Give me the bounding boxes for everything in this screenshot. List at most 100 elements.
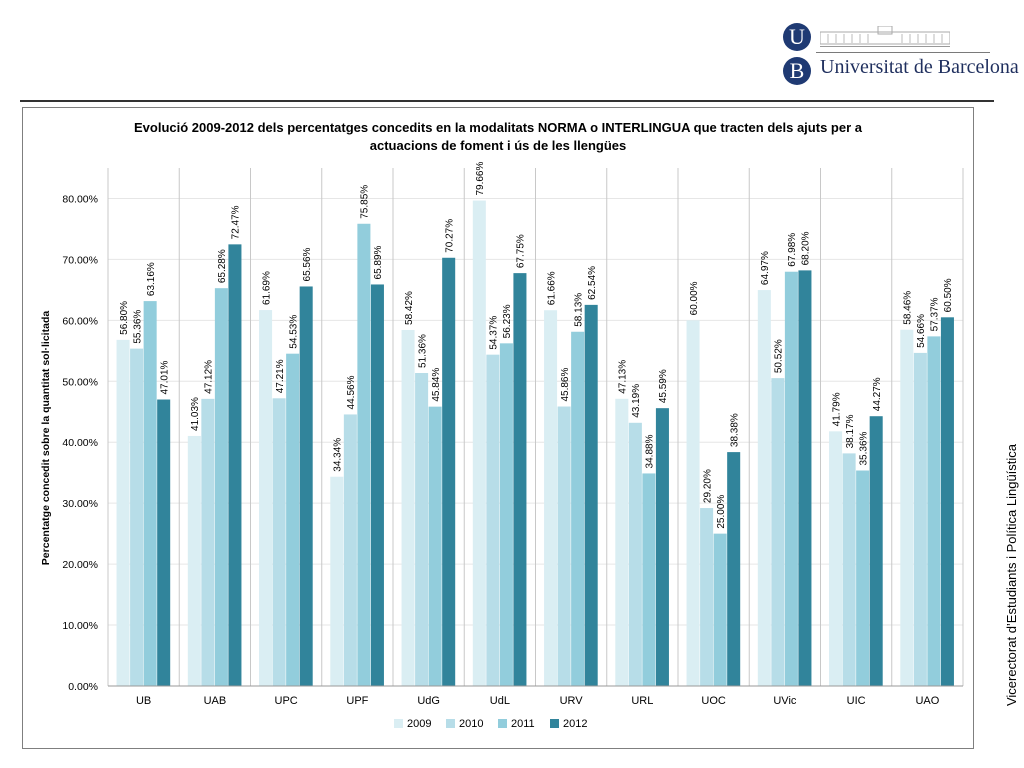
y-tick-label: 40.00% — [62, 437, 98, 449]
x-tick-label: UIC — [847, 695, 866, 707]
logo-divider — [816, 52, 990, 53]
bar — [299, 286, 313, 686]
data-label: 58.46% — [903, 291, 914, 325]
university-name: Universitat de Barcelona — [820, 56, 1019, 78]
bar — [428, 406, 442, 686]
bar — [370, 284, 384, 686]
data-label: 58.42% — [404, 291, 415, 325]
bar — [330, 476, 344, 686]
data-label: 61.69% — [261, 271, 272, 305]
bar — [415, 373, 429, 686]
logo-building-graphic — [819, 25, 951, 47]
data-label: 60.00% — [689, 281, 700, 315]
x-tick-label: UB — [136, 695, 151, 707]
data-label: 65.56% — [302, 247, 313, 281]
data-label: 54.37% — [489, 316, 500, 350]
bar — [757, 290, 771, 686]
bar — [442, 257, 456, 686]
data-label: 35.36% — [858, 431, 869, 465]
y-tick-label: 60.00% — [62, 315, 98, 327]
data-label: 63.16% — [146, 262, 157, 296]
university-logo: U B Universitat de Barcelona — [780, 20, 1019, 90]
bar — [829, 431, 843, 686]
data-label: 55.36% — [132, 310, 143, 344]
data-label: 47.13% — [618, 360, 629, 394]
data-label: 38.38% — [729, 413, 740, 447]
logo-badge-b: B — [783, 57, 811, 85]
y-tick-label: 0.00% — [68, 681, 98, 693]
data-label: 70.27% — [444, 219, 455, 253]
legend-label: 2009 — [407, 718, 431, 730]
data-label: 67.75% — [516, 234, 527, 268]
x-tick-label: UAB — [204, 695, 227, 707]
bar — [927, 336, 941, 686]
data-label: 60.50% — [943, 278, 954, 312]
x-tick-label: URL — [631, 695, 653, 707]
data-label: 56.80% — [119, 301, 130, 335]
data-label: 45.59% — [658, 369, 669, 403]
x-tick-label: UPF — [346, 695, 368, 707]
data-label: 47.01% — [159, 360, 170, 394]
bar — [700, 508, 714, 686]
bar — [798, 270, 812, 686]
data-label: 45.84% — [431, 368, 442, 402]
legend-label: 2011 — [511, 718, 535, 730]
chart-frame: Evolució 2009-2012 dels percentatges con… — [22, 107, 974, 749]
bar — [343, 414, 357, 686]
bar — [357, 223, 371, 686]
data-label: 34.34% — [333, 438, 344, 472]
legend-label: 2012 — [563, 718, 587, 730]
bar — [869, 416, 883, 686]
data-label: 25.00% — [716, 495, 727, 529]
y-axis-label: Percentatge concedit sobre la quantitat … — [40, 311, 52, 566]
data-label: 38.17% — [845, 414, 856, 448]
bar — [486, 354, 500, 686]
data-label: 47.21% — [275, 359, 286, 393]
legend-swatch — [550, 719, 559, 728]
x-tick-label: UOC — [701, 695, 726, 707]
bar — [544, 310, 558, 686]
bar — [784, 271, 798, 686]
data-label: 68.20% — [801, 231, 812, 265]
bar — [214, 288, 228, 686]
data-label: 58.13% — [573, 293, 584, 327]
bar — [842, 453, 856, 686]
data-label: 41.79% — [831, 392, 842, 426]
data-label: 65.28% — [217, 249, 228, 283]
data-label: 72.47% — [231, 205, 242, 239]
legend-swatch — [498, 719, 507, 728]
bar-chart: Evolució 2009-2012 dels percentatges con… — [40, 120, 964, 730]
bar — [557, 406, 571, 686]
data-label: 50.52% — [774, 339, 785, 373]
bar — [571, 331, 585, 686]
legend-swatch — [394, 719, 403, 728]
data-label: 75.85% — [360, 185, 371, 219]
bar — [157, 399, 171, 686]
bar — [771, 378, 785, 686]
bar — [116, 339, 130, 686]
bar — [259, 310, 273, 686]
data-label: 44.56% — [346, 375, 357, 409]
data-label: 57.37% — [930, 297, 941, 331]
data-label: 67.98% — [787, 233, 798, 267]
bar — [401, 329, 415, 686]
x-tick-label: UdL — [490, 695, 510, 707]
data-label: 54.53% — [288, 315, 299, 349]
bar — [913, 352, 927, 686]
bar — [130, 348, 144, 686]
data-label: 65.89% — [373, 245, 384, 279]
bar — [642, 473, 656, 686]
bar — [513, 273, 527, 686]
chart-title-line-1: Evolució 2009-2012 dels percentatges con… — [134, 120, 863, 135]
bar — [713, 533, 727, 686]
legend-label: 2010 — [459, 718, 483, 730]
data-label: 61.66% — [546, 271, 557, 305]
side-caption: Vicerectorat d’Estudiants i Política Lin… — [1004, 443, 1019, 707]
x-tick-label: UVic — [773, 695, 797, 707]
bar — [655, 408, 669, 686]
data-label: 41.03% — [190, 397, 201, 431]
data-label: 29.20% — [702, 469, 713, 503]
data-label: 45.86% — [560, 367, 571, 401]
bar — [900, 329, 914, 686]
data-label: 54.66% — [916, 314, 927, 348]
